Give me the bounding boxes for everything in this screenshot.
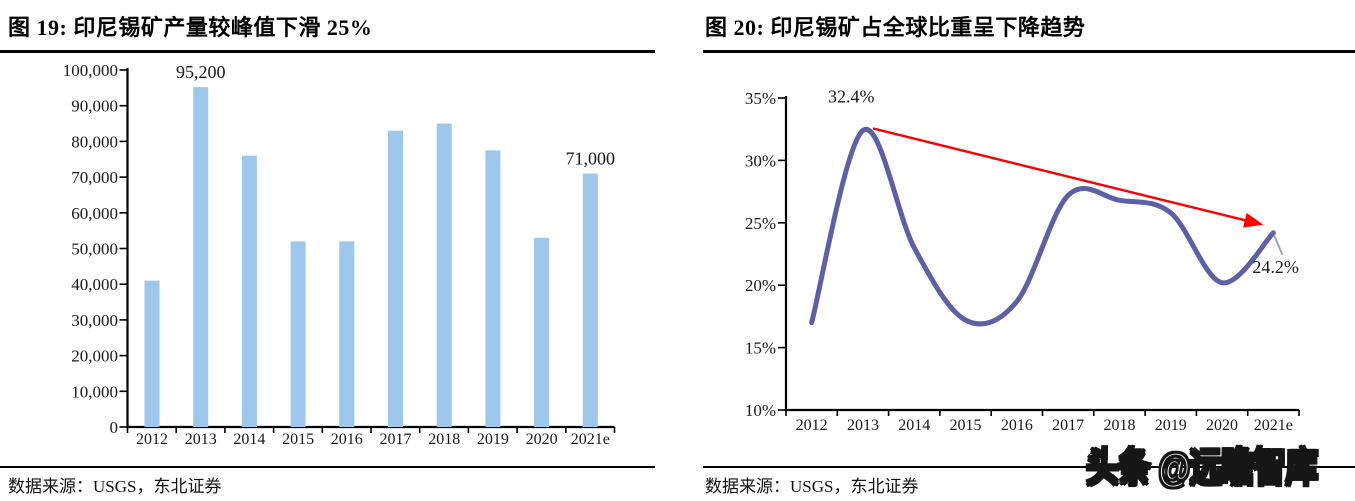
- y-tick-label: 80,000: [71, 132, 118, 151]
- trend-arrow-head: [1243, 212, 1264, 228]
- y-tick-label: 35%: [745, 89, 776, 108]
- x-tick-label: 2016: [1001, 417, 1033, 434]
- x-tick-label: 2012: [796, 417, 828, 434]
- figure-19-title-underline: [0, 50, 655, 53]
- watermark-toutiao-yuanzhan-zhiku: 头条 @远瞻智库: [1085, 445, 1319, 491]
- line-chart-indonesia-tin-global-share: 35% 30% 25% 20% 15% 10% 2012 2013 2014 2015 2016 20…: [745, 86, 1300, 434]
- peak-value-label: 32.4%: [828, 86, 875, 106]
- y-tick-label: 0: [110, 418, 119, 437]
- x-tick-label: 2015: [282, 431, 314, 448]
- y-tick-label: 10,000: [71, 382, 118, 401]
- x-tick-label: 2021e: [571, 431, 610, 448]
- x-tick-label: 2018: [428, 431, 460, 448]
- y-tick-label: 100,000: [63, 61, 118, 80]
- x-tick-label: 2021e: [1254, 417, 1293, 434]
- y-tick-label: 60,000: [71, 204, 118, 223]
- bar-2012: [144, 280, 160, 427]
- y-tick-label: 25%: [745, 214, 776, 233]
- bar-chart-indonesia-tin-production: 100,000 90,000 80,000 70,000 60,000 50,000 40,…: [63, 61, 616, 448]
- figure-20-title-underline: [703, 50, 1355, 53]
- figure-20-footer-rule: [703, 466, 1355, 468]
- x-tick-label: 2019: [1155, 417, 1187, 434]
- bar-2016: [339, 241, 355, 427]
- bar-2014: [241, 155, 257, 427]
- x-tick-label: 2016: [331, 431, 363, 448]
- bar-data-label: 95,200: [176, 62, 226, 82]
- y-tick-label: 10%: [745, 401, 776, 420]
- bar-data-label: 71,000: [566, 149, 616, 169]
- x-tick-label: 2014: [898, 417, 930, 434]
- x-tick-label: 2012: [136, 431, 168, 448]
- x-tick-label: 2015: [950, 417, 982, 434]
- y-tick-label: 30,000: [71, 311, 118, 330]
- bar-2021e: [582, 173, 598, 427]
- x-tick-label: 2017: [380, 431, 412, 448]
- bar-2017: [388, 130, 403, 427]
- panel-figure-20: 图 20: 印尼锡矿占全球比重呈下降趋势 35% 30% 25% 20% 15% 10% 2…: [680, 0, 1355, 501]
- x-tick-label: 2013: [847, 417, 879, 434]
- y-tick-label: 30%: [745, 151, 776, 170]
- bar-2015: [290, 241, 306, 427]
- figure-20-title: 图 20: 印尼锡矿占全球比重呈下降趋势: [705, 15, 1086, 40]
- y-tick-label: 50,000: [71, 240, 118, 259]
- end-value-label: 24.2%: [1252, 257, 1299, 277]
- y-tick-label: 20,000: [71, 347, 118, 366]
- x-tick-label: 2020: [1206, 417, 1238, 434]
- y-tick-label: 40,000: [71, 275, 118, 294]
- x-tick-label: 2014: [233, 431, 265, 448]
- y-tick-label: 20%: [745, 276, 776, 295]
- x-tick-label: 2017: [1052, 417, 1084, 434]
- trend-arrow-shaft: [872, 127, 1248, 222]
- y-tick-label: 15%: [745, 339, 776, 358]
- x-tick-label: 2020: [526, 431, 558, 448]
- bar-2018: [436, 123, 452, 428]
- figure-20-data-source: 数据来源：USGS，东北证券: [705, 477, 919, 496]
- y-tick-label: 90,000: [71, 97, 118, 116]
- panel-figure-19: 图 19: 印尼锡矿产量较峰值下滑 25% 100,000 90,000 80,00…: [0, 0, 660, 501]
- y-tick-label: 70,000: [71, 168, 118, 187]
- figure-19-footer-rule: [0, 466, 655, 468]
- bar-2020: [534, 237, 550, 427]
- end-callout-line: [1273, 235, 1284, 256]
- x-tick-label: 2018: [1103, 417, 1135, 434]
- line-series-path: [809, 126, 1276, 327]
- bar-2013: [193, 87, 209, 428]
- x-tick-label: 2013: [185, 431, 217, 448]
- bar-2019: [485, 150, 501, 427]
- figure-19-data-source: 数据来源：USGS，东北证券: [8, 477, 222, 496]
- x-tick-label: 2019: [477, 431, 509, 448]
- figure-19-title: 图 19: 印尼锡矿产量较峰值下滑 25%: [8, 15, 373, 40]
